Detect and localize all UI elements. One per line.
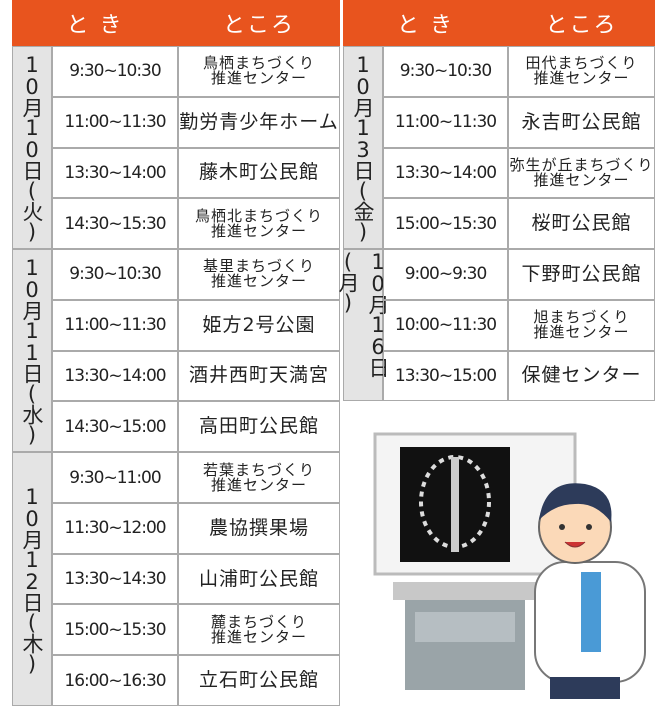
date-cell: 10月11日(水) [12,249,52,453]
place-line: 弥生が丘まちづくり [509,155,654,174]
place-line: 農協撰果場 [208,516,309,539]
place-cell: 立石町公民館 [178,655,340,706]
doctor-illustration [373,432,646,699]
place-line: 立石町公民館 [198,669,319,692]
place-line: 酒井西町天満宮 [188,364,329,387]
place-cell: 酒井西町天満宮 [178,350,340,402]
place-cell: 姫方2号公園 [178,299,340,351]
time-cell: 15:00~15:30 [52,604,178,656]
place-cell: 山浦町公民館 [178,553,340,605]
time-cell: 9:30~10:30 [52,46,178,97]
place-line: 田代まちづくり [525,54,638,73]
time-cell: 9:30~11:00 [52,452,178,503]
place-line: 推進センター [210,272,307,291]
place-cell: 弥生が丘まちづくり 推進センター [508,147,655,199]
place-cell: 保健センター [508,350,655,402]
place-cell: 永吉町公民館 [508,96,655,148]
place-cell: 基里まちづくり 推進センター [178,249,340,300]
place-cell: 農協撰果場 [178,502,340,554]
place-line: 山浦町公民館 [198,567,319,590]
place-line: 保健センター [521,364,642,387]
time-cell: 9:30~10:30 [52,249,178,300]
time-cell: 16:00~16:30 [52,655,178,706]
time-cell: 11:00~11:30 [383,96,508,148]
place-line: 推進センター [533,69,630,88]
time-cell: 13:30~14:00 [52,147,178,199]
date-cell: 10月16日(月) [336,249,390,402]
time-cell: 10:00~11:30 [383,299,508,351]
time-cell: 15:00~15:30 [383,198,508,250]
place-line: 下野町公民館 [521,262,642,285]
place-line: 勤労青少年ホーム [179,110,339,133]
place-line: 永吉町公民館 [521,110,642,133]
place-line: 藤木町公民館 [198,161,319,184]
time-cell: 11:30~12:00 [52,502,178,554]
place-line: 推進センター [533,323,630,342]
place-cell: 下野町公民館 [508,249,655,300]
date-cell: 10月13日(金) [343,46,383,250]
header-where: ところ [508,0,655,46]
time-cell: 9:00~9:30 [383,249,508,300]
time-cell: 14:30~15:00 [52,401,178,453]
place-line: 桜町公民館 [531,212,632,235]
place-cell: 田代まちづくり 推進センター [508,46,655,97]
place-cell: 麓まちづくり 推進センター [178,604,340,656]
place-cell: 桜町公民館 [508,198,655,250]
place-line: 高田町公民館 [198,415,319,438]
place-line: 基里まちづくり [202,257,315,276]
header-when: と き [12,0,178,46]
place-cell: 勤労青少年ホーム [178,96,340,148]
place-cell: 鳥栖北まちづくり 推進センター [178,198,340,250]
place-line: 鳥栖まちづくり [202,54,315,73]
header-where: ところ [178,0,340,46]
time-cell: 11:00~11:30 [52,96,178,148]
place-cell: 鳥栖まちづくり 推進センター [178,46,340,97]
header-when: と き [343,0,508,46]
time-cell: 9:30~10:30 [383,46,508,97]
place-line: 姫方2号公園 [202,313,316,336]
time-cell: 13:30~15:00 [383,350,508,402]
place-line: 旭まちづくり [533,308,630,327]
date-cell: 10月10日(火) [12,46,52,250]
date-cell: 10月12日(木) [12,452,52,706]
place-line: 鳥栖北まちづくり [194,206,323,225]
time-cell: 13:30~14:00 [383,147,508,199]
place-cell: 若葉まちづくり 推進センター [178,452,340,503]
place-line: 推進センター [210,627,307,646]
place-line: 推進センター [533,170,630,189]
time-cell: 11:00~11:30 [52,299,178,351]
time-cell: 13:30~14:30 [52,553,178,605]
time-cell: 13:30~14:00 [52,350,178,402]
place-line: 推進センター [210,221,307,240]
time-cell: 14:30~15:30 [52,198,178,250]
place-cell: 高田町公民館 [178,401,340,453]
place-line: 推進センター [210,69,307,88]
place-line: 若葉まちづくり [202,460,315,479]
place-line: 麓まちづくり [210,612,307,631]
place-cell: 藤木町公民館 [178,147,340,199]
place-line: 推進センター [210,475,307,494]
place-cell: 旭まちづくり 推進センター [508,299,655,351]
